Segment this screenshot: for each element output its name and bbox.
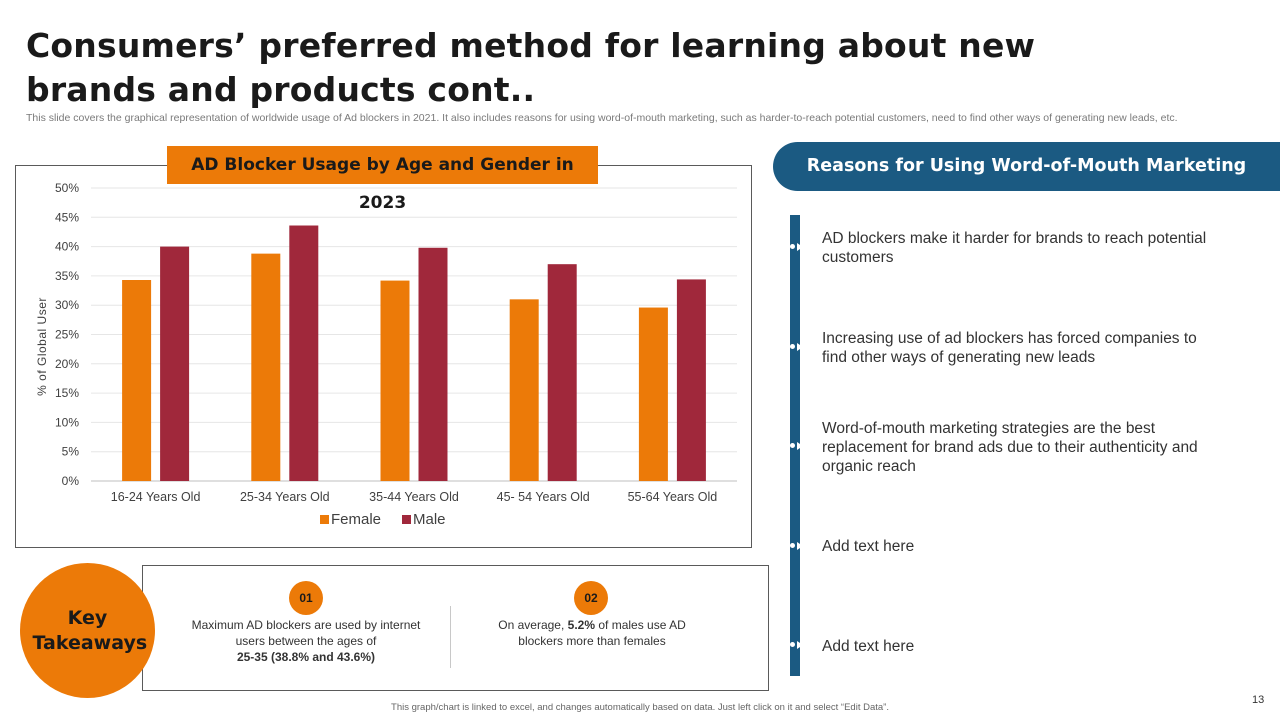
footer-note: This graph/chart is linked to excel, and… (391, 702, 889, 713)
x-tick-label: 25-34 Years Old (240, 490, 330, 504)
bar-male (160, 246, 190, 481)
bullet-icon (789, 242, 803, 252)
reason-item-2: Increasing use of ad blockers has forced… (822, 330, 1197, 366)
reasons-timeline (790, 215, 800, 676)
bar-female (380, 280, 410, 481)
bar-chart[interactable]: 0% 5% 10% 15% 20% 25% 30% 35% 40% 45% 50% % of Glob… (15, 165, 752, 548)
y-tick-label: 20% (55, 357, 79, 371)
bullet-icon (789, 541, 803, 551)
reasons-header: Reasons for Using Word-of-Mouth Marketin… (773, 142, 1280, 191)
takeaway-text-2: On average, 5.2% of males use AD blocker… (478, 617, 706, 649)
x-tick-label: 45- 54 Years Old (497, 490, 590, 504)
bullet-icon (789, 640, 803, 650)
bar-female (638, 307, 668, 481)
takeaway-number-1: 01 (289, 581, 323, 615)
y-tick-label: 40% (55, 240, 79, 254)
takeaway-1-text: Maximum AD blockers are used by internet… (191, 618, 421, 648)
reason-item-3: Word-of-mouth marketing strategies are t… (822, 420, 1198, 475)
x-tick-label: 35-44 Years Old (369, 490, 459, 504)
y-tick-label: 10% (55, 415, 79, 429)
legend-label-male: Male (413, 511, 446, 528)
y-tick-label: 0% (62, 474, 80, 488)
reason-item-5: Add text here (822, 638, 915, 655)
chart-title: AD Blocker Usage by Age and Gender in 20… (167, 146, 598, 213)
x-tick-label: 16-24 Years Old (111, 490, 201, 504)
key-takeaways-badge: Key Takeaways (20, 563, 155, 698)
bullet-icon (789, 342, 803, 352)
bar-male (418, 247, 448, 481)
reason-item-1: AD blockers make it harder for brands to… (822, 230, 1207, 266)
slide-title: Consumers’ preferred method for learning… (26, 26, 1036, 109)
y-tick-label: 50% (55, 181, 79, 195)
bullet-icon (789, 441, 803, 451)
bar-female (122, 280, 152, 481)
legend-label-female: Female (331, 511, 381, 528)
y-tick-label: 45% (55, 210, 79, 224)
takeaway-2-text-before: On average, (498, 618, 565, 632)
bar-male (547, 264, 577, 481)
y-tick-label: 25% (55, 328, 79, 342)
legend-swatch-female (320, 515, 329, 524)
takeaway-1-highlight: 25-35 (38.8% and 43.6%) (236, 650, 376, 664)
bar-male (676, 279, 706, 481)
reason-item-4: Add text here (822, 538, 915, 555)
y-axis-label: % of Global User (35, 297, 49, 396)
y-tick-label: 35% (55, 269, 79, 283)
bar-female (251, 253, 281, 481)
x-tick-label: 55-64 Years Old (628, 490, 718, 504)
takeaway-2-text-after: of males use AD blockers more than femal… (518, 618, 686, 648)
takeaway-text-1: Maximum AD blockers are used by internet… (190, 617, 422, 665)
bar-female (509, 299, 539, 481)
y-tick-label: 5% (62, 445, 80, 459)
takeaway-divider (450, 606, 451, 668)
bar-male (289, 225, 319, 481)
takeaway-number-2: 02 (574, 581, 608, 615)
takeaway-2-highlight: 5.2% (567, 618, 596, 632)
takeaways-panel (142, 565, 769, 691)
key-takeaways-label: Key Takeaways (32, 606, 148, 654)
legend-swatch-male (402, 515, 411, 524)
y-tick-label: 30% (55, 298, 79, 312)
slide-subtitle: This slide covers the graphical represen… (26, 112, 1178, 124)
page-number: 13 (1252, 694, 1265, 706)
y-tick-label: 15% (55, 386, 79, 400)
